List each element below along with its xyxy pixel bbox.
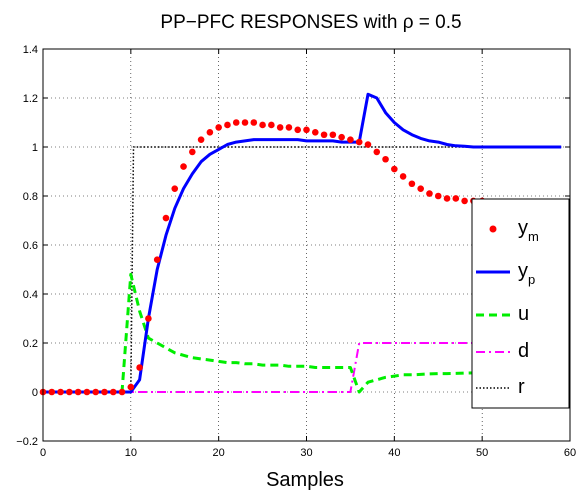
point-ym — [452, 195, 460, 202]
point-ym — [232, 119, 240, 126]
point-ym — [434, 192, 442, 200]
point-ym — [153, 256, 161, 264]
point-ym — [382, 155, 389, 163]
point-ym — [408, 180, 416, 188]
point-ym — [250, 119, 258, 126]
point-ym — [259, 121, 266, 129]
point-ym — [74, 388, 82, 396]
point-ym — [399, 173, 407, 180]
chart-title: PP−PFC RESPONSES with ρ = 0.5 — [160, 12, 461, 33]
point-ym — [355, 138, 363, 146]
point-ym — [241, 119, 249, 126]
y-tick-label: 1.2 — [23, 93, 38, 105]
point-ym — [364, 141, 372, 148]
y-tick-label: 0.4 — [23, 289, 38, 301]
y-tick-label: 0.2 — [23, 338, 38, 350]
x-tick-label: 40 — [388, 447, 400, 459]
x-tick-label: 10 — [125, 447, 137, 459]
point-ym — [206, 129, 214, 136]
point-ym — [83, 388, 91, 396]
point-ym — [311, 129, 319, 136]
point-ym — [347, 136, 354, 143]
legend: ym yp udr — [471, 198, 570, 409]
point-ym — [48, 388, 56, 396]
legend-label-ym: ym — [518, 217, 539, 244]
legend-swatch-ym — [489, 225, 497, 233]
point-ym — [276, 124, 284, 131]
point-ym — [145, 315, 152, 322]
point-ym — [162, 214, 170, 222]
point-ym — [118, 388, 126, 396]
point-ym — [57, 388, 64, 396]
series-yp-line — [43, 92, 562, 394]
x-tick-label: 60 — [564, 447, 576, 459]
legend-box — [471, 198, 570, 409]
y-tick-label: 0.8 — [23, 191, 38, 203]
point-ym — [461, 197, 468, 205]
point-ym — [92, 388, 99, 396]
point-ym — [320, 131, 328, 139]
series-d-line — [43, 342, 562, 393]
point-ym — [285, 124, 293, 131]
point-ym — [109, 388, 117, 396]
legend-label-u: u — [518, 303, 529, 325]
x-tick-label: 20 — [213, 447, 225, 459]
point-ym — [443, 195, 451, 202]
point-ym — [127, 383, 135, 391]
legend-label-yp: yp — [518, 260, 535, 287]
point-ym — [171, 185, 179, 192]
legend-label-r: r — [518, 376, 525, 398]
point-ym — [197, 136, 205, 143]
y-tick-label: 1.4 — [23, 44, 38, 56]
point-ym — [136, 364, 143, 371]
legend-label-d: d — [518, 340, 529, 362]
point-ym — [338, 133, 345, 141]
axes-frame — [42, 48, 571, 442]
point-ym — [180, 163, 187, 170]
point-ym — [224, 121, 231, 129]
x-tick-label: 0 — [40, 447, 46, 459]
point-ym — [268, 121, 275, 129]
point-ym — [373, 148, 381, 156]
point-ym — [294, 126, 302, 134]
point-ym — [215, 124, 222, 131]
x-tick-label: 50 — [476, 447, 488, 459]
y-tick-label: 0.6 — [23, 240, 38, 252]
point-ym — [303, 126, 310, 134]
point-ym — [329, 131, 337, 139]
x-tick-label: 30 — [300, 447, 312, 459]
y-tick-label: 0 — [32, 387, 38, 399]
point-ym — [417, 185, 424, 192]
point-ym — [391, 165, 398, 173]
point-ym — [101, 388, 108, 396]
point-ym — [426, 190, 433, 197]
y-tick-label: 1 — [32, 142, 38, 154]
point-ym — [66, 388, 73, 396]
y-tick-label: −0.2 — [16, 436, 38, 448]
x-axis-label: Samples — [266, 469, 344, 491]
point-ym — [189, 148, 196, 156]
